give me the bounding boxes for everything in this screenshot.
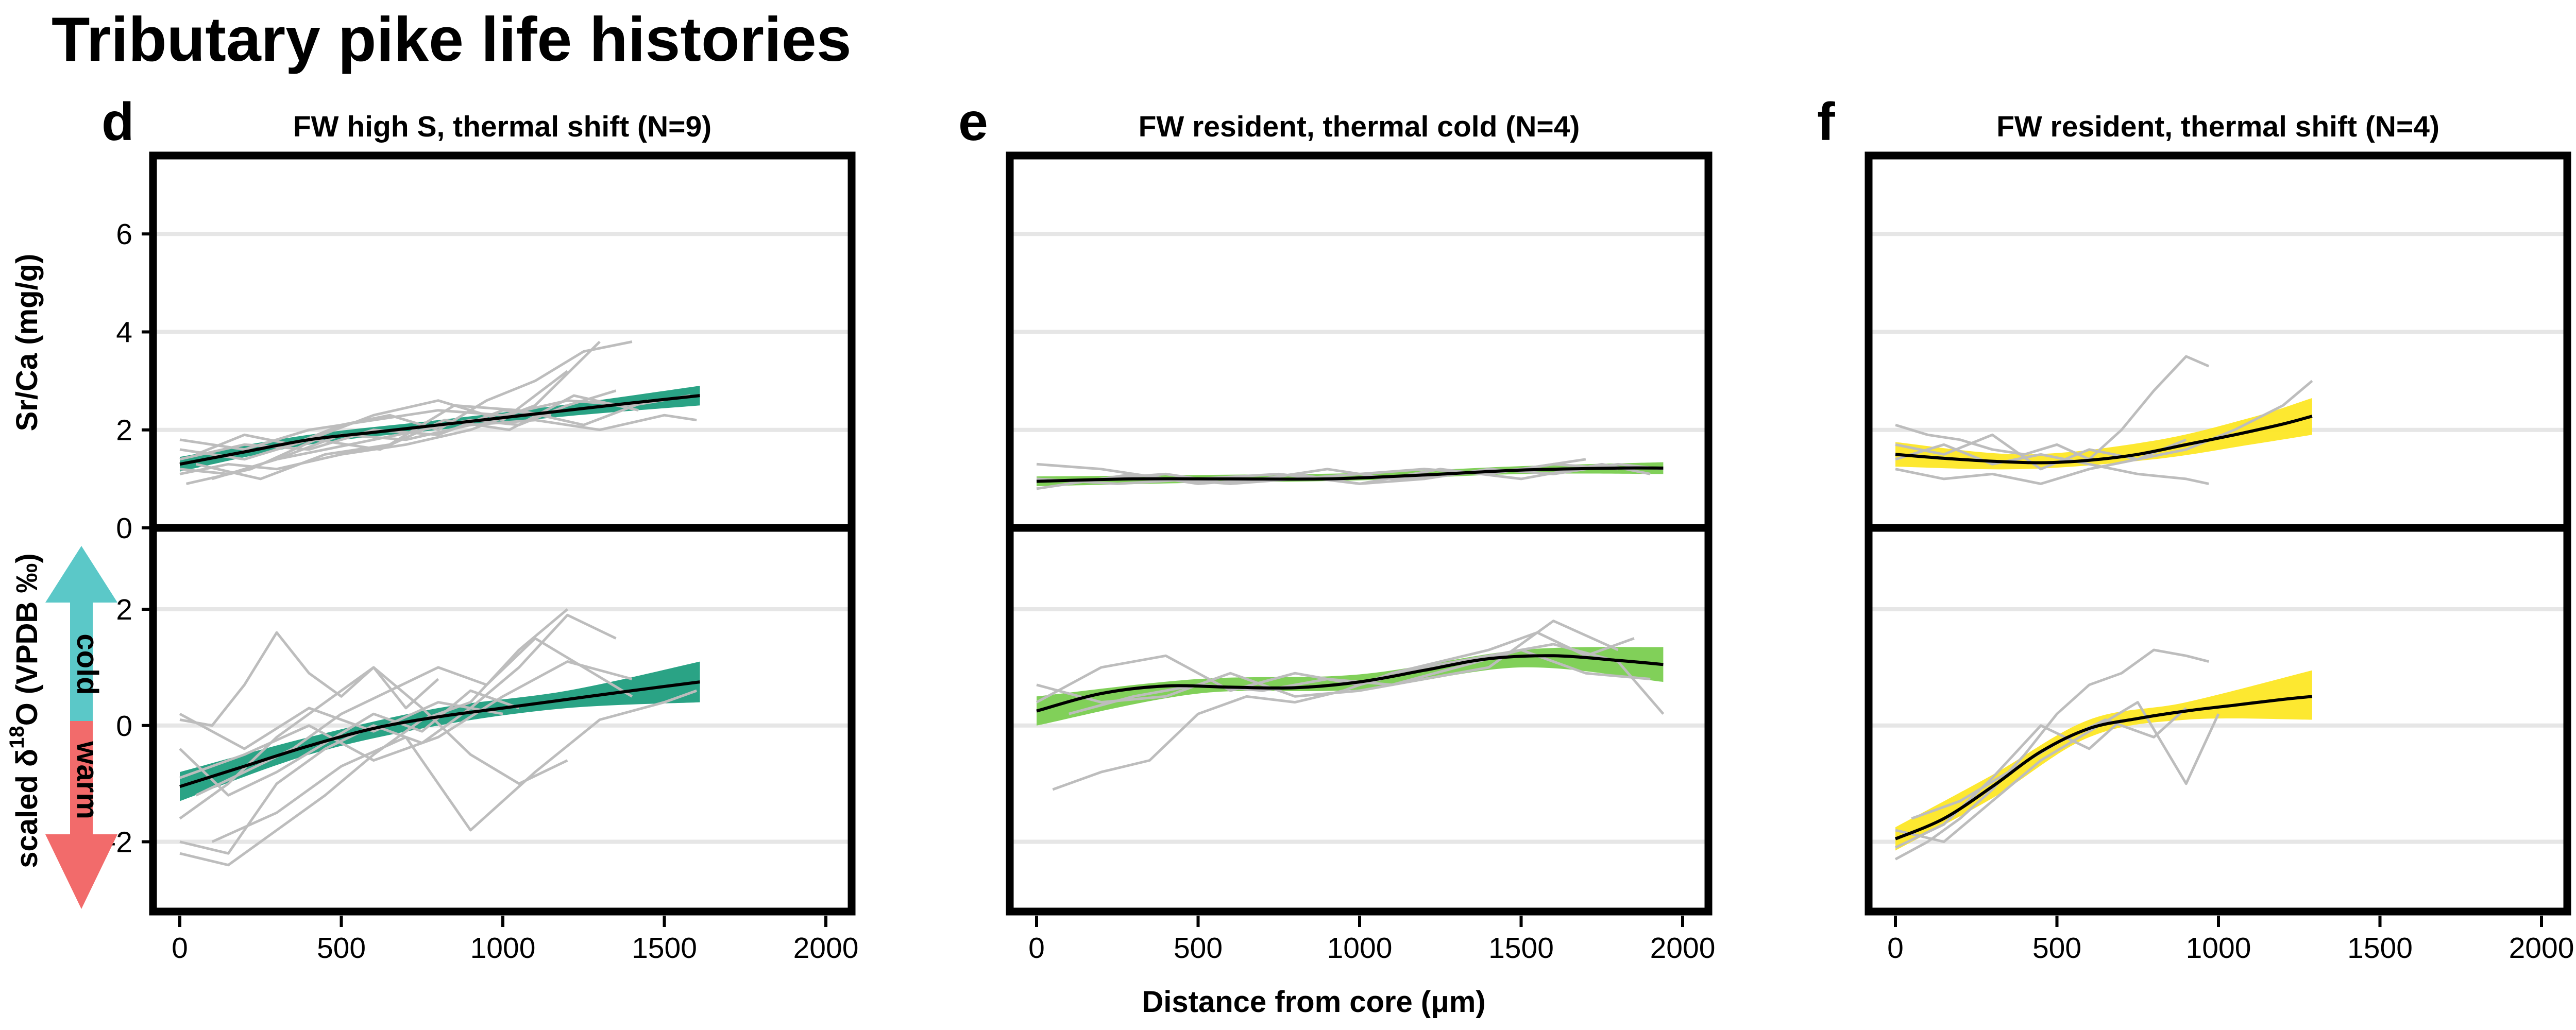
y-axis-title-d18o-sup: 18 — [6, 726, 28, 749]
fitted-line — [1036, 466, 1664, 483]
individual-trajectory — [179, 409, 552, 461]
subplot-top — [1869, 232, 2567, 530]
individual-trajectory — [195, 637, 633, 797]
panel-letter: d — [101, 92, 134, 152]
individual-trajectory — [179, 689, 520, 797]
x-tick-label: 2000 — [2509, 932, 2574, 965]
x-tick-label: 1500 — [632, 932, 697, 965]
y-tick-label: 2 — [116, 593, 132, 626]
cold-arrow-head — [45, 546, 117, 603]
fitted-line — [1036, 654, 1664, 713]
individual-trajectory — [1036, 643, 1665, 715]
frame-bottom — [149, 524, 856, 916]
cold-arrow-shaft — [70, 587, 93, 721]
panel-title: FW resident, thermal shift (N=4) — [1996, 110, 2439, 143]
x-tick-label: 1500 — [1488, 932, 1554, 965]
individual-trajectory — [179, 701, 503, 750]
fitted-line — [179, 680, 700, 788]
x-tick-label: 1000 — [2186, 932, 2251, 965]
panel-f: f FW resident, thermal shift (N=4) 0 500 100… — [1817, 92, 2574, 965]
x-tick-label: 2000 — [1650, 932, 1716, 965]
frame-top — [149, 151, 856, 532]
panel-letter: e — [958, 92, 988, 152]
individual-trajectory — [1895, 355, 2210, 461]
individual-trajectory — [195, 399, 649, 480]
frame-top — [1865, 151, 2571, 532]
x-tick-label: 0 — [1028, 932, 1045, 965]
warm-arrow-shaft — [70, 721, 93, 845]
x-tick-label: 0 — [1887, 932, 1904, 965]
figure-title: Tributary pike life histories — [52, 4, 852, 74]
y-axis-title-d18o-post: O (VPDB ‰) — [10, 553, 44, 726]
confidence-band — [1895, 398, 2312, 470]
subplot-bottom: -202 — [106, 593, 852, 867]
y-tick-label: 0 — [116, 512, 132, 545]
subplot-bottom — [1869, 607, 2567, 861]
panels: d FW high S, thermal shift (N=9)0246-2020… — [101, 92, 2574, 965]
individual-trajectory — [195, 340, 633, 456]
x-tick-label: 1500 — [2347, 932, 2413, 965]
panel-e: e FW resident, thermal cold (N=4) 0 500 1000… — [958, 92, 1715, 965]
individual-trajectory — [1036, 620, 1619, 704]
x-tick-label: 500 — [1174, 932, 1223, 965]
panel-title: FW resident, thermal cold (N=4) — [1139, 110, 1580, 143]
individual-trajectory — [179, 613, 617, 855]
fitted-line — [1894, 695, 2313, 840]
x-axis-title: Distance from core (μm) — [1142, 985, 1485, 1019]
x-tick-label: 500 — [317, 932, 366, 965]
individual-trajectory — [1895, 380, 2313, 485]
panel-d: d FW high S, thermal shift (N=9)0246-2020… — [101, 92, 858, 965]
x-tick-label: 500 — [2032, 932, 2081, 965]
y-tick-label: 2 — [116, 414, 132, 447]
cold-warm-arrow: cold warm — [45, 546, 117, 909]
individual-trajectory — [185, 394, 639, 485]
fitted-line — [1895, 415, 2313, 465]
y-tick-label: 0 — [116, 710, 132, 743]
confidence-band — [1895, 670, 2312, 851]
confidence-band — [180, 661, 700, 801]
fitted-line — [179, 394, 700, 466]
individual-trajectory — [1895, 433, 2187, 471]
frame-bottom — [1865, 524, 2571, 916]
warm-label: warm — [71, 741, 104, 819]
y-axis-title-sr-ca: Sr/Ca (mg/g) — [10, 254, 44, 432]
y-tick-label: 4 — [116, 316, 132, 349]
panel-letter: f — [1817, 92, 1835, 152]
individual-trajectory — [179, 666, 568, 820]
individual-trajectory — [179, 660, 633, 779]
frame-bottom — [1006, 524, 1713, 916]
warm-arrow-head — [45, 834, 117, 909]
confidence-band — [1037, 647, 1664, 726]
y-tick-label: 6 — [116, 218, 132, 251]
individual-trajectory — [179, 608, 569, 867]
y-axis-title-d18o-pre: scaled δ — [10, 749, 44, 868]
y-axis-title-d18o: scaled δ18O (VPDB ‰) — [6, 553, 44, 868]
x-tick-label: 1000 — [470, 932, 536, 965]
individual-trajectory — [211, 689, 698, 843]
x-tick-label: 0 — [172, 932, 188, 965]
x-tick-label: 1000 — [1327, 932, 1393, 965]
individual-trajectory — [179, 370, 568, 461]
individual-trajectory — [1894, 718, 2123, 849]
cold-label: cold — [71, 633, 104, 695]
panel-title: FW high S, thermal shift (N=9) — [293, 110, 711, 143]
individual-trajectory — [1894, 648, 2209, 861]
subplot-top — [1010, 232, 1708, 530]
subplot-top: 0 2 4 6 — [116, 218, 852, 545]
subplot-bottom — [1010, 607, 1708, 844]
individual-trajectory — [179, 631, 439, 727]
individual-trajectory — [1895, 701, 2220, 843]
x-tick-label: 2000 — [793, 932, 859, 965]
